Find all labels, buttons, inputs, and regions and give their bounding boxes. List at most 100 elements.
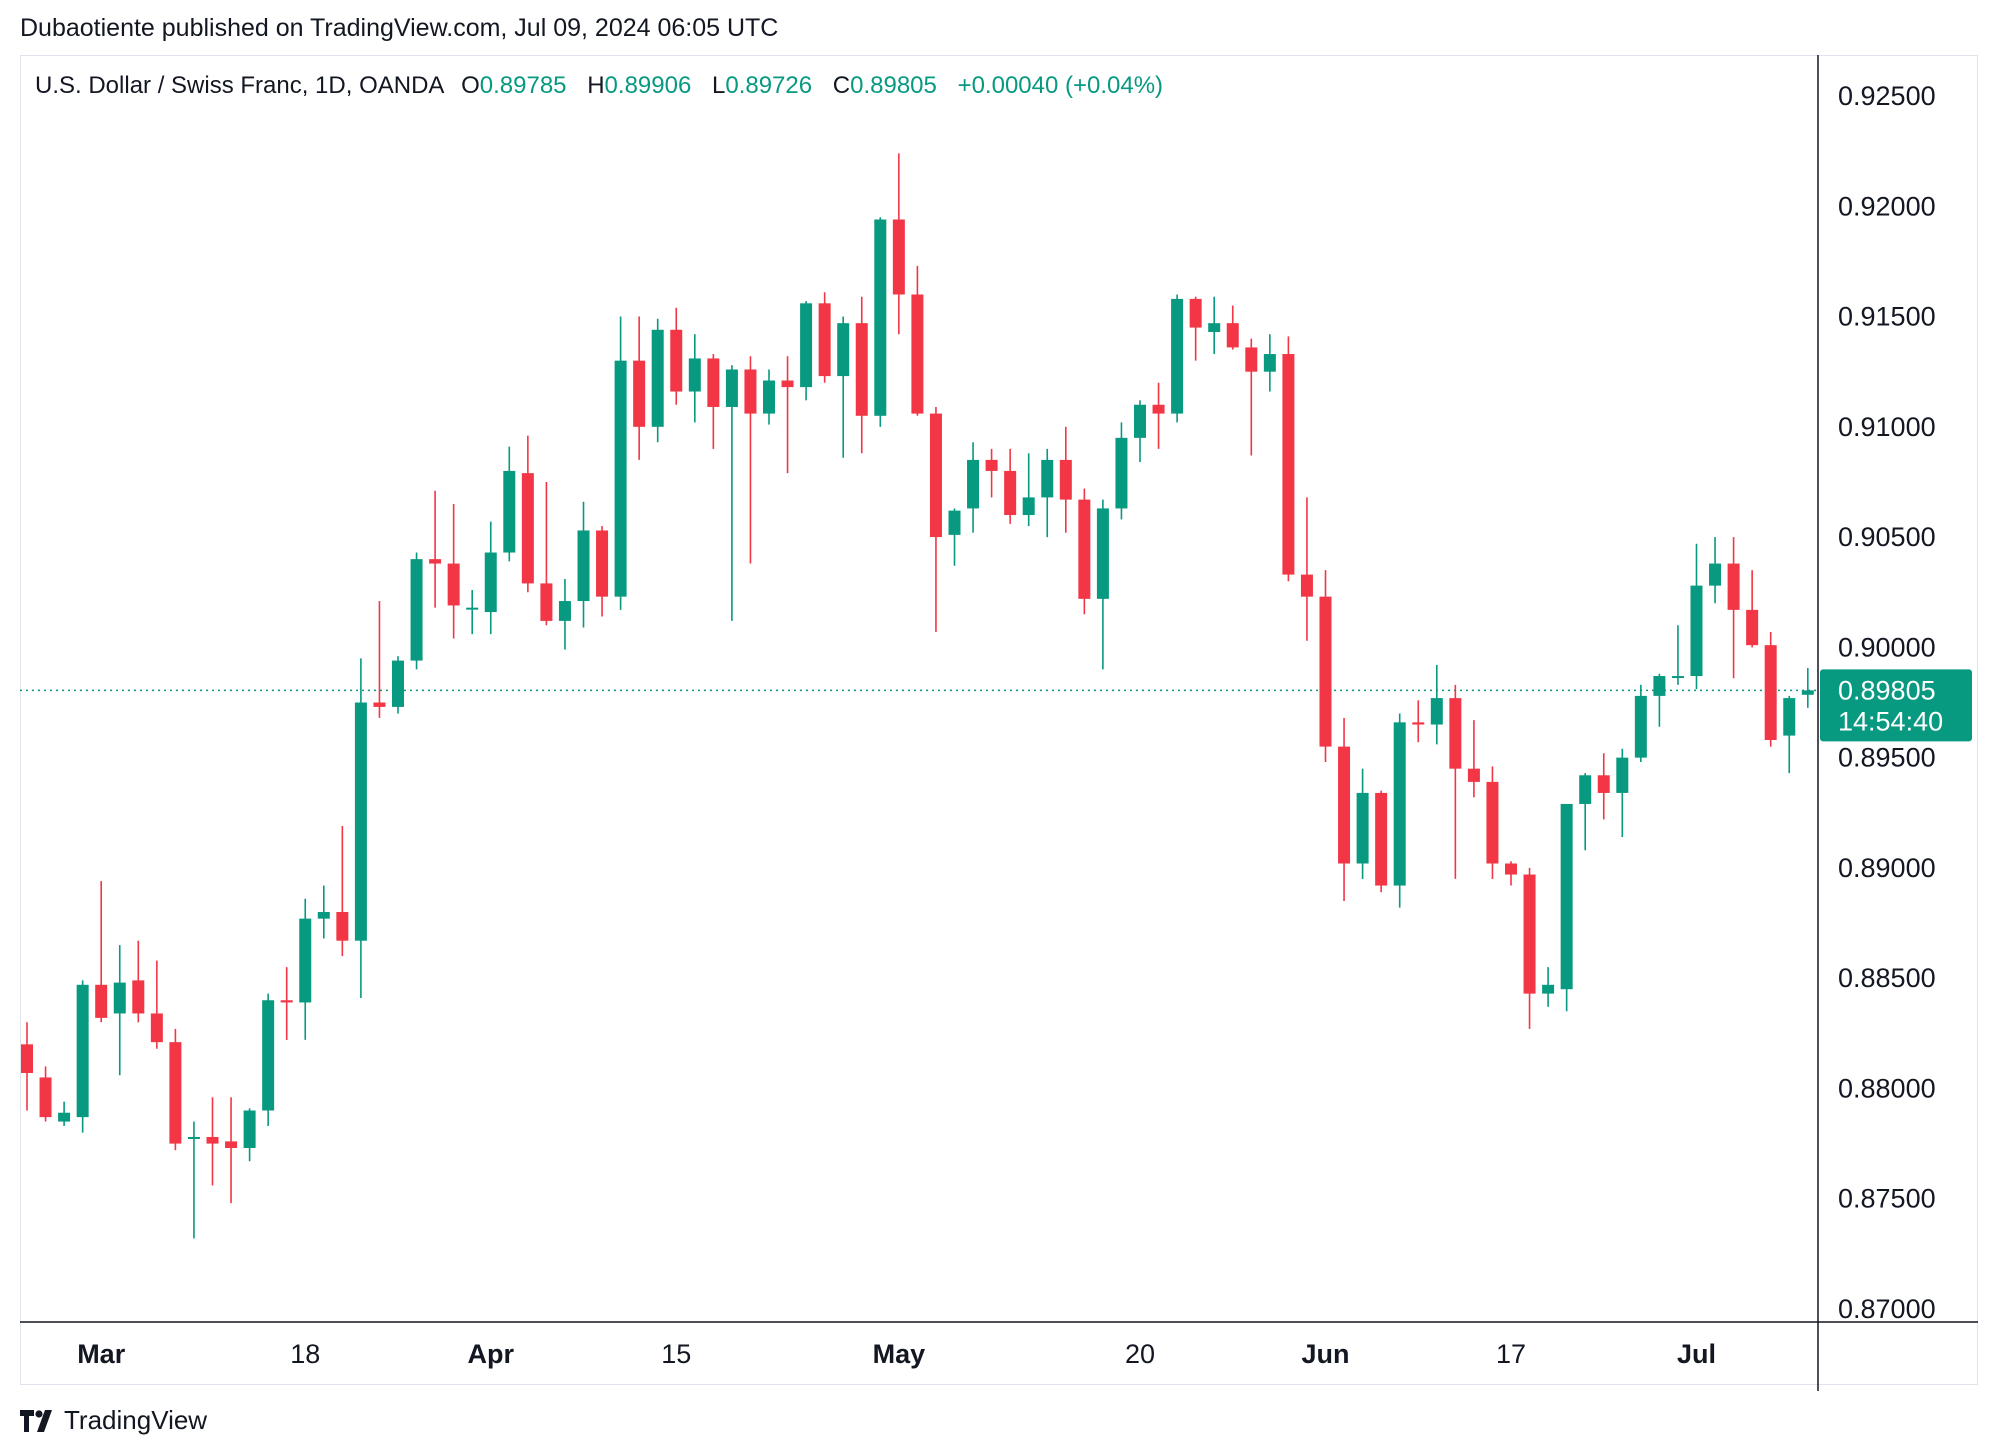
candle xyxy=(725,365,738,621)
candle xyxy=(1467,720,1480,798)
candle-body xyxy=(206,1136,219,1144)
candle xyxy=(484,521,497,635)
candle xyxy=(1338,717,1351,901)
candle-body xyxy=(577,530,590,602)
candle-body xyxy=(1171,298,1184,414)
candle xyxy=(58,1101,71,1126)
candle-body xyxy=(688,358,701,392)
candle-body xyxy=(1523,874,1536,994)
candle xyxy=(985,448,998,498)
candle xyxy=(76,980,89,1133)
legend-open-label: O xyxy=(461,72,480,99)
candle-body xyxy=(892,219,905,295)
candle-body xyxy=(1022,497,1035,516)
candle xyxy=(1801,668,1814,708)
y-tick-label: 0.90000 xyxy=(1838,632,1936,662)
candle-body xyxy=(1375,792,1388,886)
candle-body xyxy=(1189,298,1202,328)
candle-body xyxy=(392,660,404,707)
candle-body xyxy=(1059,459,1072,500)
candle-body xyxy=(911,294,924,414)
candle xyxy=(670,307,683,405)
candle-body xyxy=(1690,585,1703,677)
x-tick-label: 15 xyxy=(661,1339,691,1369)
legend-close-value: 0.89805 xyxy=(850,72,937,99)
candle-body xyxy=(614,360,627,597)
candle xyxy=(336,826,349,957)
candle xyxy=(206,1097,219,1186)
candle-body xyxy=(1486,781,1499,864)
candle-body xyxy=(466,607,479,610)
candle-body xyxy=(800,303,813,388)
candle-body xyxy=(633,360,646,427)
candle-body xyxy=(1505,863,1517,875)
candle xyxy=(1671,625,1684,685)
candle xyxy=(1263,334,1276,392)
candle xyxy=(911,265,924,416)
candle-body xyxy=(169,1042,182,1144)
candle xyxy=(874,217,887,427)
candle-body xyxy=(1226,323,1239,348)
candle xyxy=(1004,448,1017,524)
x-tick-label: Jun xyxy=(1301,1339,1349,1369)
candle-body xyxy=(299,918,312,1003)
candle-body xyxy=(447,563,460,606)
candle-body xyxy=(763,380,775,414)
candle xyxy=(225,1097,238,1204)
y-tick-label: 0.90500 xyxy=(1838,522,1936,552)
candle-body xyxy=(187,1136,200,1139)
candle-body xyxy=(429,559,442,564)
candle-body xyxy=(985,459,998,471)
candle xyxy=(1746,570,1759,648)
chart-frame xyxy=(20,55,1978,1385)
x-tick-label: Mar xyxy=(77,1339,126,1369)
axes-layer: 0.92500 0.92000 0.91500 0.91000 0.90500 0.900… xyxy=(20,55,1978,1391)
legend-high-value: 0.89906 xyxy=(604,72,692,99)
candle xyxy=(1041,448,1054,538)
candle xyxy=(187,1121,200,1239)
candle xyxy=(113,945,126,1076)
candle xyxy=(1245,338,1258,456)
candle xyxy=(466,590,479,635)
candle-body xyxy=(1727,563,1740,610)
candle-body xyxy=(1746,609,1759,646)
candle xyxy=(317,885,330,939)
x-tick-label: May xyxy=(873,1339,926,1369)
candle-body xyxy=(58,1112,71,1122)
candle-body xyxy=(76,984,89,1118)
candle-body xyxy=(1616,757,1629,793)
candle-body xyxy=(1300,574,1313,597)
y-tick-label: 0.91000 xyxy=(1838,412,1936,442)
candle xyxy=(1783,695,1796,774)
candle xyxy=(429,490,442,608)
y-tick-label: 0.91500 xyxy=(1838,302,1936,332)
candle-body xyxy=(243,1110,256,1149)
candle-body xyxy=(1338,746,1351,864)
candle xyxy=(763,369,775,425)
candle xyxy=(1523,867,1536,1029)
candle xyxy=(1356,768,1369,879)
candle xyxy=(744,356,757,564)
x-tick-label: 18 xyxy=(290,1339,320,1369)
legend-high-label: H xyxy=(587,72,605,99)
x-tick-label: Apr xyxy=(468,1339,515,1369)
candle-body xyxy=(1430,698,1443,725)
candle xyxy=(1560,803,1573,1012)
y-tick-label: 0.87500 xyxy=(1838,1184,1936,1214)
candle xyxy=(447,504,460,639)
candle-body xyxy=(855,323,868,416)
candle xyxy=(243,1108,256,1162)
candle xyxy=(1022,453,1035,527)
candle-body xyxy=(262,1000,275,1111)
candle xyxy=(1375,790,1388,893)
candle-body xyxy=(744,369,757,414)
candle xyxy=(614,316,627,610)
y-tick-label: 0.92500 xyxy=(1838,81,1936,111)
candle xyxy=(39,1066,52,1122)
y-tick-label: 0.89500 xyxy=(1838,743,1936,773)
candle xyxy=(800,301,813,401)
candle-body xyxy=(1653,676,1666,696)
candle-body xyxy=(113,982,126,1014)
tradingview-brand[interactable]: TradingView xyxy=(20,1405,207,1436)
